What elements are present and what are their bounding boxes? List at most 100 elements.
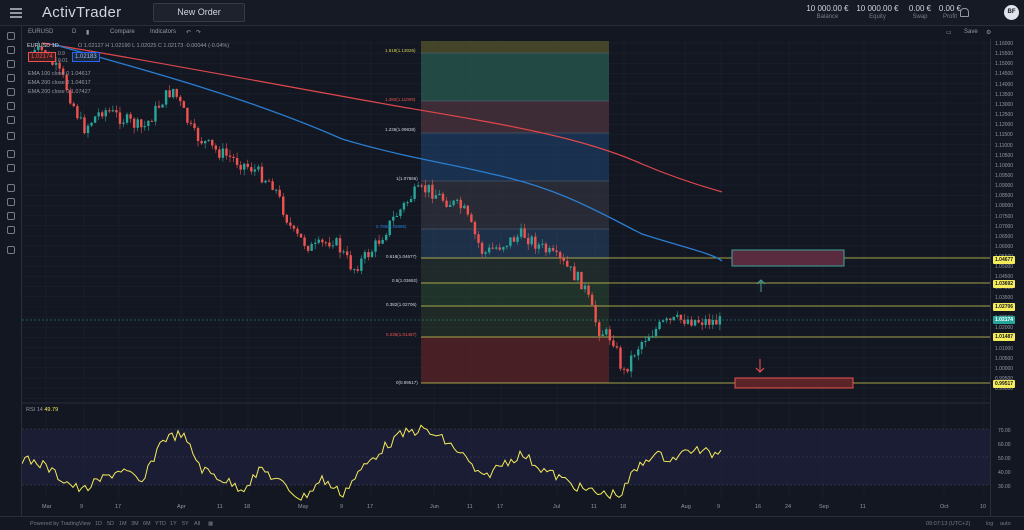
- interval-selector[interactable]: D: [72, 29, 77, 35]
- candle-body: [456, 199, 459, 201]
- candle-body: [413, 186, 416, 199]
- candle-body: [310, 243, 313, 251]
- candle-body: [40, 46, 44, 51]
- fibonacci-retracement[interactable]: [421, 41, 990, 384]
- fib-label-0618: 0.618(1.04677): [386, 254, 417, 259]
- candle-body: [118, 112, 122, 124]
- indicators-button[interactable]: Indicators: [150, 29, 177, 35]
- candle-body: [140, 119, 143, 128]
- save-button[interactable]: Save: [964, 29, 978, 35]
- measure-tool-icon[interactable]: [7, 132, 15, 140]
- candle-body: [605, 329, 608, 335]
- candle-body: [566, 260, 569, 267]
- candle-body: [470, 214, 473, 223]
- time-axis[interactable]: Mar 9 17 Apr 11 18 May 9 17 Jun 11 17 Jul 11 18 Aug 9 16 2…: [22, 500, 990, 516]
- candle-body: [505, 245, 509, 248]
- price-axis[interactable]: 1.16000 1.15500 1.15000 1.14500 1.14000 1.135…: [990, 39, 1024, 516]
- fib-label-0: 0(0.99517): [396, 380, 418, 385]
- prediction-tool-icon[interactable]: [7, 116, 15, 124]
- price-tag-0: 0.99517: [993, 380, 1016, 388]
- candle-body: [438, 193, 441, 196]
- time-axis-tick: 11: [591, 504, 597, 510]
- symbol-selector[interactable]: EURUSD: [28, 29, 54, 35]
- layout-icon[interactable]: ▭: [946, 30, 952, 36]
- candle-body: [214, 145, 217, 150]
- candle-body: [83, 117, 86, 134]
- new-order-button[interactable]: New Order: [153, 3, 245, 22]
- candle-body: [257, 166, 260, 170]
- period-1d[interactable]: 1D: [95, 521, 103, 527]
- ruler-icon[interactable]: [7, 150, 15, 158]
- fib-tool-icon[interactable]: [7, 74, 15, 82]
- candle-body: [289, 222, 292, 226]
- trash-icon[interactable]: [7, 246, 15, 254]
- price-tag-0618: 1.04677: [993, 256, 1016, 264]
- price-axis-tick: 1.14500: [995, 71, 1014, 78]
- candle-body: [686, 319, 690, 324]
- target-zone-upper[interactable]: [731, 249, 845, 267]
- lock-icon[interactable]: [7, 198, 15, 206]
- period-1y[interactable]: 1Y: [170, 521, 177, 527]
- period-5y[interactable]: 5Y: [182, 521, 189, 527]
- zoom-in-icon[interactable]: [7, 164, 15, 172]
- top-bar: ActivTrader New Order 10 000.00 € Balance…: [0, 0, 1024, 26]
- period-3m[interactable]: 3M: [131, 521, 139, 527]
- settings-gear-icon[interactable]: ⚙: [986, 30, 992, 36]
- lock-drawings-icon[interactable]: [7, 212, 15, 220]
- price-chart[interactable]: [22, 39, 990, 516]
- undo-icon[interactable]: ↶: [186, 30, 192, 36]
- candle-body: [76, 106, 79, 119]
- magnet-icon[interactable]: [7, 184, 15, 192]
- eye-icon[interactable]: [7, 226, 15, 234]
- candle-body: [580, 271, 583, 290]
- user-avatar[interactable]: BF: [1004, 5, 1019, 20]
- candle-body: [264, 180, 267, 183]
- hamburger-menu-icon[interactable]: [10, 8, 22, 18]
- trendline-tool-icon[interactable]: [7, 46, 15, 54]
- time-axis-tick: Apr: [177, 504, 186, 510]
- app-logo: ActivTrader: [42, 4, 122, 21]
- rsi-tick-30: 30.00: [998, 484, 1011, 490]
- candle-body: [211, 139, 214, 146]
- auto-toggle[interactable]: auto: [1000, 521, 1011, 527]
- equity-display: 10 000.00 € Equity: [856, 4, 899, 20]
- candle-body: [555, 250, 558, 253]
- candle-body: [693, 319, 697, 326]
- brush-tool-icon[interactable]: [7, 60, 15, 68]
- candle-body: [509, 237, 512, 246]
- time-axis-tick: 9: [80, 504, 84, 510]
- time-axis-tick: 17: [367, 504, 374, 510]
- period-6m[interactable]: 6M: [143, 521, 151, 527]
- candle-body: [700, 322, 704, 325]
- down-arrow-icon: [755, 359, 765, 373]
- period-5d[interactable]: 5D: [107, 521, 115, 527]
- target-zone-lower[interactable]: [734, 377, 854, 389]
- candle-body: [527, 237, 530, 245]
- bar-style-icon[interactable]: ▮: [86, 30, 90, 36]
- candle-body: [90, 122, 93, 126]
- compare-button[interactable]: Compare: [110, 29, 135, 35]
- redo-icon[interactable]: ↷: [196, 30, 202, 36]
- text-tool-icon[interactable]: [7, 88, 15, 96]
- period-ytd[interactable]: YTD: [155, 521, 166, 527]
- period-1m[interactable]: 1M: [119, 521, 127, 527]
- candle-body: [122, 122, 125, 124]
- pattern-tool-icon[interactable]: [7, 102, 15, 110]
- time-axis-tick: 24: [785, 504, 792, 510]
- crosshair-tool-icon[interactable]: [7, 32, 15, 40]
- candle-body: [278, 189, 281, 197]
- price-axis-tick: 1.00500: [995, 355, 1014, 362]
- ema-red-line: [41, 42, 723, 193]
- log-toggle[interactable]: log: [986, 521, 994, 527]
- candle-body: [353, 269, 356, 271]
- candle-body: [534, 236, 537, 249]
- notification-bell-icon[interactable]: [960, 8, 969, 17]
- sell-price-box[interactable]: 1.02174: [28, 52, 56, 62]
- candle-body: [271, 181, 274, 190]
- candle-body: [164, 90, 168, 105]
- date-range-icon[interactable]: ▦: [208, 521, 214, 527]
- buy-price-box[interactable]: 1.02183: [72, 52, 100, 62]
- candle-body: [299, 233, 303, 238]
- period-all[interactable]: All: [194, 521, 201, 527]
- candle-body: [200, 140, 203, 144]
